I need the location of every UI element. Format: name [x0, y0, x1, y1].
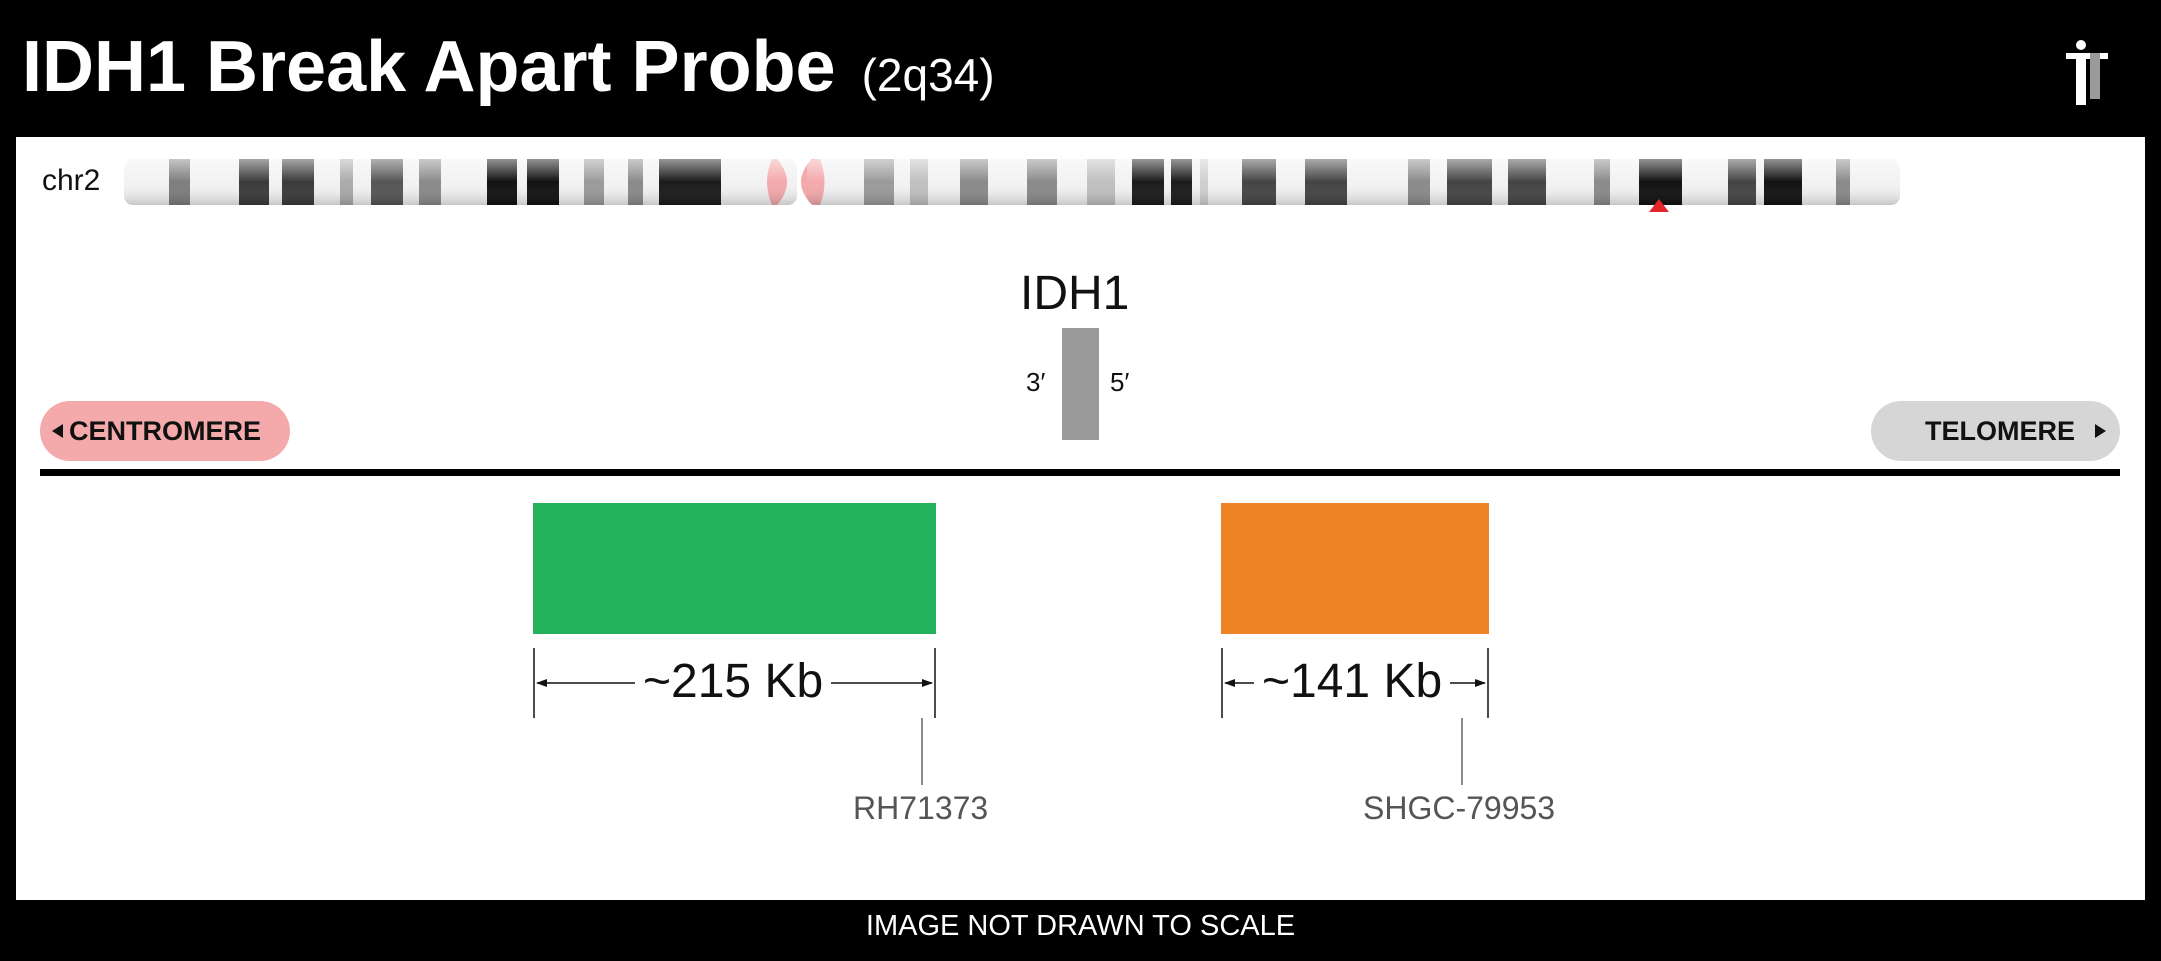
diagram-panel — [16, 137, 2145, 900]
strand-5-prime: 5′ — [1110, 367, 1130, 397]
green-probe-marker: RH71373 — [853, 790, 989, 826]
chromosome-ideogram — [124, 159, 1900, 212]
probe-title: IDH1 Break Apart Probe — [22, 27, 836, 107]
arrow-right-icon — [2095, 424, 2106, 438]
orange-probe-block — [1221, 503, 1489, 634]
telomere-direction-pill: TELOMERE — [1871, 401, 2120, 461]
chromosome-p-arm — [124, 159, 797, 205]
scale-disclaimer: IMAGE NOT DRAWN TO SCALE — [865, 910, 1296, 942]
telomere-label: TELOMERE — [1924, 415, 2075, 446]
locus-label: (2q34) — [861, 49, 995, 101]
green-probe-size: ~215 Kb — [635, 654, 832, 709]
chromosome-label: chr2 — [42, 164, 101, 197]
logo-icon — [2066, 40, 2108, 105]
centromere-label: CENTROMERE — [69, 415, 262, 446]
gene-name: IDH1 — [1020, 267, 1130, 320]
page-title: IDH1 Break Apart Probe (2q34) — [22, 22, 995, 120]
locus-marker-icon — [1649, 199, 1669, 212]
chromosome-q-arm — [801, 159, 1900, 205]
arrow-left-icon — [52, 424, 63, 438]
centromere-direction-pill: CENTROMERE — [40, 401, 290, 461]
orange-probe-marker: SHGC-79953 — [1363, 790, 1556, 826]
orange-probe-size: ~141 Kb — [1254, 654, 1451, 709]
gene-block — [1062, 328, 1099, 440]
green-probe-block — [533, 503, 936, 634]
chromosome-line — [40, 469, 2120, 476]
strand-3-prime: 3′ — [1026, 367, 1046, 397]
